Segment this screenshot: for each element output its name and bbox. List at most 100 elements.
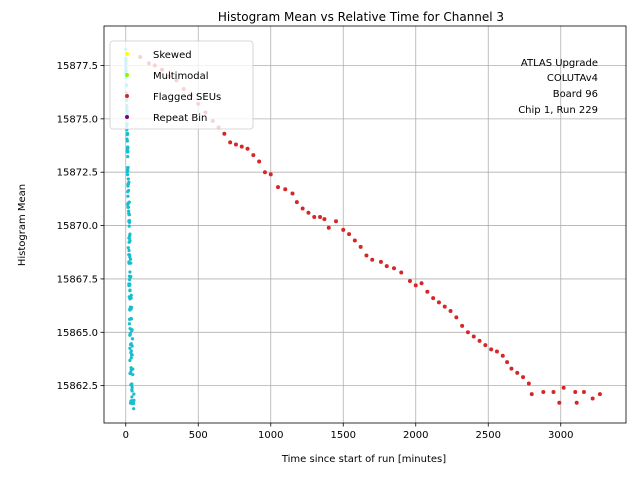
good-point [130,388,134,392]
seu-point [312,215,317,220]
seu-point [521,375,526,380]
good-point [128,270,132,274]
good-point [127,261,131,265]
good-point [127,220,131,224]
seu-point [290,191,295,196]
good-point [128,371,132,376]
good-point [126,154,130,159]
good-point [127,236,131,241]
x-tick-label: 2000 [403,430,428,441]
good-point [125,150,129,154]
legend-label-skewed: Skewed [153,50,192,61]
chart-title: Histogram Mean vs Relative Time for Chan… [218,10,504,24]
seu-point [233,142,238,147]
seu-point [326,225,331,230]
good-point [125,132,129,136]
seu-point [306,210,311,215]
seu-point [557,400,562,405]
seu-point [505,360,510,365]
seu-point [431,296,436,301]
good-point [127,278,132,282]
good-point [129,399,133,403]
seu-point [454,315,459,320]
good-point [127,201,131,205]
seu-point [509,366,514,371]
good-point [132,398,136,402]
legend-label-multimodal: Multimodal [153,71,209,82]
seu-point [322,217,327,222]
seu-point [442,304,447,309]
seu-point [399,270,404,275]
good-point [129,316,133,321]
y-tick-label: 15877.5 [57,61,98,72]
good-point [128,346,132,350]
good-point [125,137,129,141]
good-point [129,383,133,387]
legend-frame [109,40,254,130]
y-tick-label: 15872.5 [57,168,98,179]
good-point [128,289,132,293]
seu-point [573,390,578,395]
good-point [126,182,130,187]
legend-label-flagged-seus: Flagged SEUs [153,92,221,103]
x-tick-label: 1500 [331,430,356,441]
seu-point [551,390,556,395]
grid-layer [104,26,626,423]
good-point [126,177,130,181]
seu-point [494,349,499,354]
good-point [132,407,136,411]
good-point [129,274,133,279]
seu-point [515,370,520,375]
good-point [130,337,135,341]
seu-point [257,159,262,164]
good-point [130,385,134,390]
seu-point [378,259,383,264]
seu-point [318,215,323,220]
legend: Skewed Multimodal Flagged SEUs Repeat Bi… [109,40,254,130]
seu-point [500,353,505,358]
seu-point [541,390,546,395]
good-point [128,333,132,337]
good-point [129,366,133,370]
seu-point [222,131,227,136]
x-tick-label: 500 [189,430,208,441]
seu-point [334,219,338,224]
good-point [130,344,134,348]
run-annotation: ATLAS Upgrade COLUTAv4 Board 96 Chip 1, … [518,58,598,116]
y-tick-label: 15867.5 [57,274,98,285]
annotation-line-2: COLUTAv4 [547,73,598,84]
good-point [128,234,132,238]
good-point [125,173,130,177]
y-axis-label: Histogram Mean [17,184,28,266]
good-point [127,283,131,288]
good-point [131,372,135,377]
legend-marker-repeat-bin [125,115,129,119]
good-point [128,358,132,363]
seu-point [419,281,424,286]
good-point [128,257,133,261]
y-tick-label: 15870.0 [57,221,98,232]
y-tick-label: 15865.0 [57,328,98,339]
good-point [131,401,136,405]
good-point [126,205,130,209]
seu-point [276,185,280,190]
seu-point [597,392,602,397]
good-point [126,246,130,250]
y-tick-label: 15862.5 [57,381,98,392]
seu-point [425,289,430,294]
seu-point [239,144,244,149]
seu-point [245,146,250,151]
seu-point [561,385,566,390]
seu-point [529,392,534,397]
good-point [129,293,133,297]
good-point [126,190,130,194]
good-point [125,168,130,172]
plot-frame [103,25,627,424]
legend-label-repeat-bin: Repeat Bin [153,113,207,124]
annotation-line-3: Board 96 [553,89,598,100]
x-tick-label: 1000 [258,430,283,441]
x-tick-label: 2500 [476,430,501,441]
seu-point [392,266,396,271]
good-point [127,322,132,326]
